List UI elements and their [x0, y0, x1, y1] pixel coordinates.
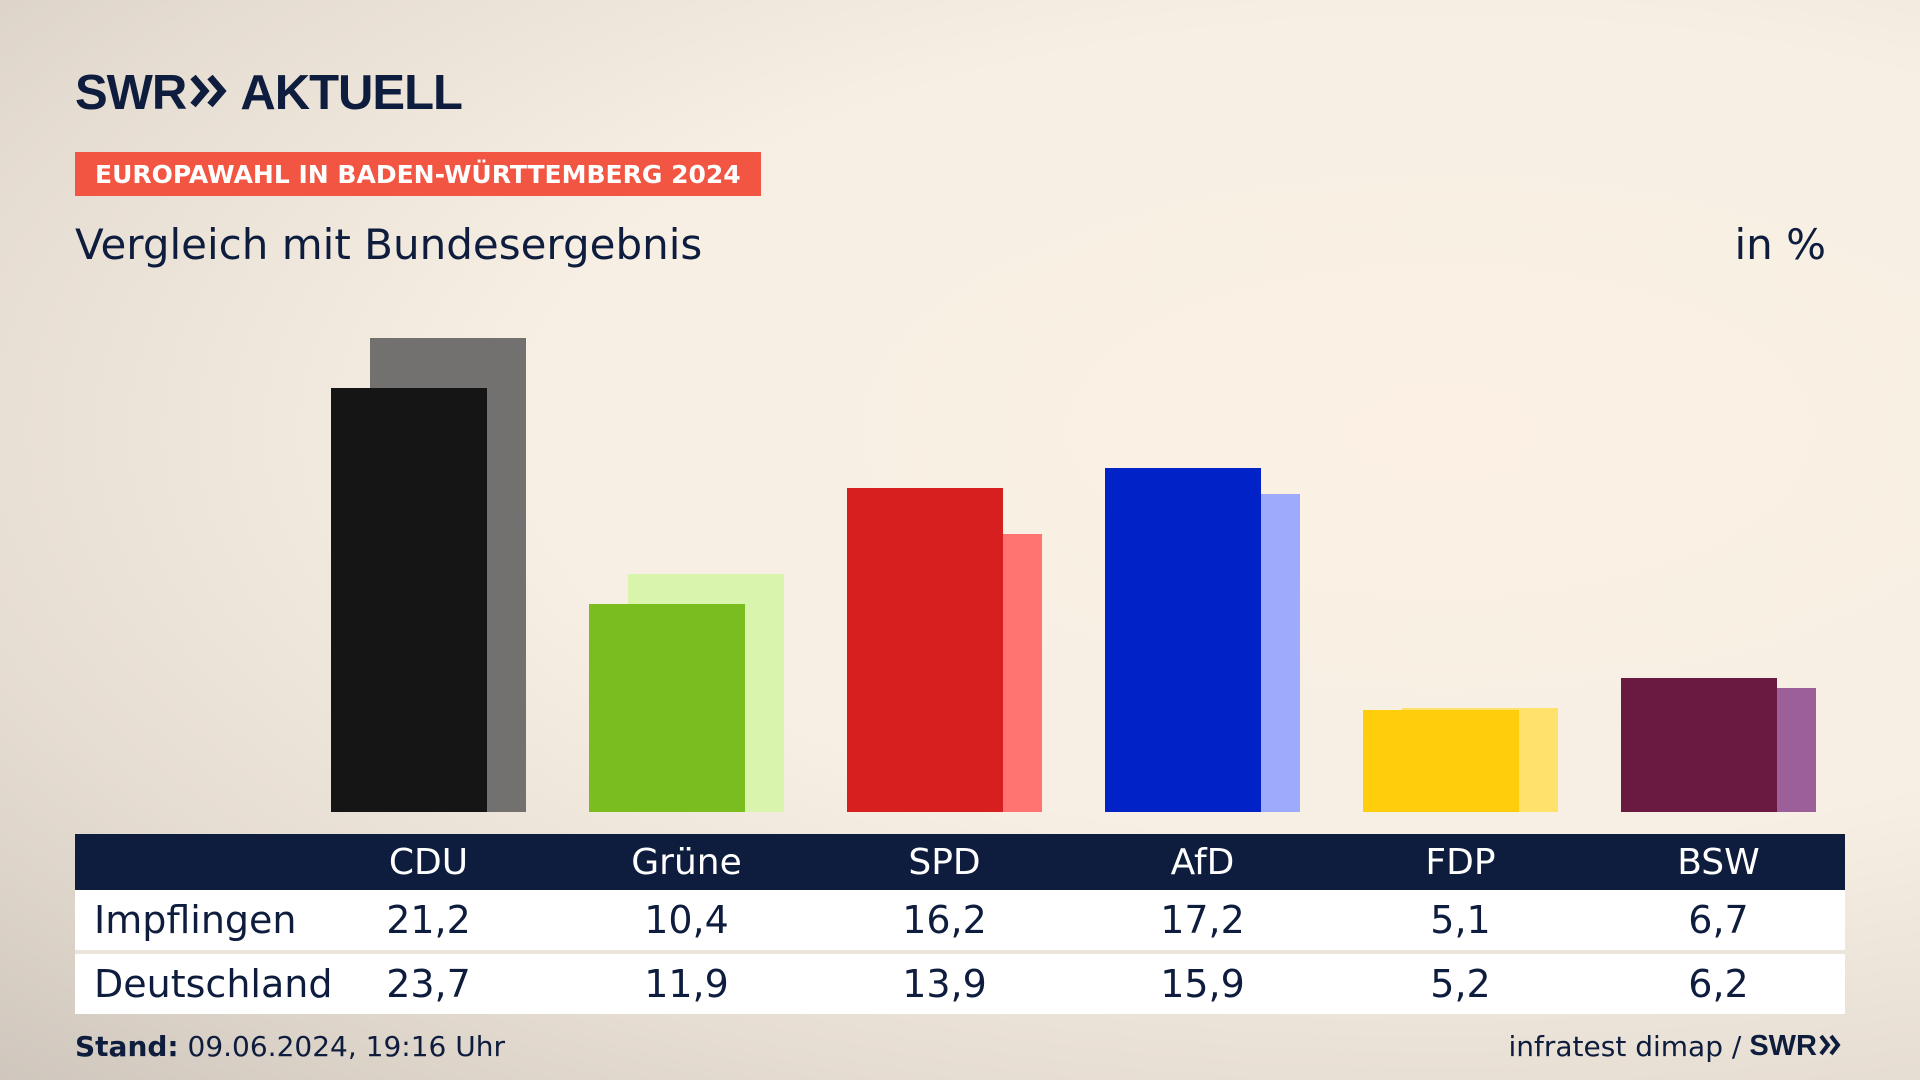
logo-swr-text: SWR: [75, 65, 187, 120]
bar-impflingen-cdu: [331, 388, 487, 812]
row-label: Impflingen: [94, 898, 297, 942]
timestamp-label: Stand:: [75, 1030, 179, 1063]
table-row: Deutschland 23,7 11,9 13,9 15,9 5,2 6,2: [75, 950, 1845, 1014]
logo-aktuell-text: AKTUELL: [240, 65, 463, 120]
value-cell: 13,9: [902, 962, 987, 1006]
footer-double-chevron-icon: [1817, 1030, 1843, 1063]
value-cell: 10,4: [644, 898, 729, 942]
bar-impflingen-fdp: [1363, 710, 1519, 812]
source-text: infratest dimap /: [1508, 1030, 1742, 1063]
table-header-row: CDU Grüne SPD AfD FDP BSW: [75, 834, 1845, 890]
value-cell: 15,9: [1160, 962, 1245, 1006]
value-cell: 11,9: [644, 962, 729, 1006]
bar-impflingen-spd: [847, 488, 1003, 812]
footer-swr-logo-text: SWR: [1749, 1030, 1817, 1062]
double-chevron-icon: [190, 74, 230, 112]
value-cell: 5,2: [1430, 962, 1491, 1006]
row-label: Deutschland: [94, 962, 333, 1006]
election-badge: EUROPAWAHL IN BADEN-WÜRTTEMBERG 2024: [75, 152, 761, 196]
timestamp: Stand: 09.06.2024, 19:16 Uhr: [75, 1030, 505, 1063]
column-header-fdp: FDP: [1425, 841, 1496, 883]
value-cell: 16,2: [902, 898, 987, 942]
value-cell: 5,1: [1430, 898, 1491, 942]
results-table: CDU Grüne SPD AfD FDP BSW Impflingen 21,2 10,4…: [75, 834, 1845, 1014]
value-cell: 6,7: [1688, 898, 1749, 942]
column-header-spd: SPD: [908, 841, 981, 883]
column-header-cdu: CDU: [388, 841, 469, 883]
column-header-afd: AfD: [1170, 841, 1235, 883]
unit-label: in %: [1734, 220, 1826, 269]
swr-aktuell-logo: SWR AKTUELL: [75, 65, 463, 120]
timestamp-value: 09.06.2024, 19:16 Uhr: [178, 1030, 505, 1063]
value-cell: 17,2: [1160, 898, 1245, 942]
chart-subtitle: Vergleich mit Bundesergebnis: [75, 220, 703, 269]
source-credit: infratest dimap / SWR: [1509, 1030, 1844, 1063]
column-header-grüne: Grüne: [631, 841, 742, 883]
bar-impflingen-bsw: [1621, 678, 1777, 812]
value-cell: 23,7: [386, 962, 471, 1006]
value-cell: 6,2: [1688, 962, 1749, 1006]
column-header-bsw: BSW: [1677, 841, 1760, 883]
table-row: Impflingen 21,2 10,4 16,2 17,2 5,1 6,7: [75, 890, 1845, 950]
bar-impflingen-grüne: [589, 604, 745, 812]
bar-chart: [331, 338, 1816, 812]
bar-impflingen-afd: [1105, 468, 1261, 812]
value-cell: 21,2: [386, 898, 471, 942]
